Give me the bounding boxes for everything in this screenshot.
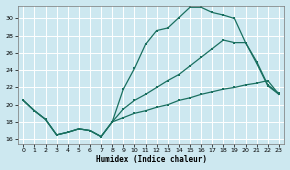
X-axis label: Humidex (Indice chaleur): Humidex (Indice chaleur) [96,155,206,164]
